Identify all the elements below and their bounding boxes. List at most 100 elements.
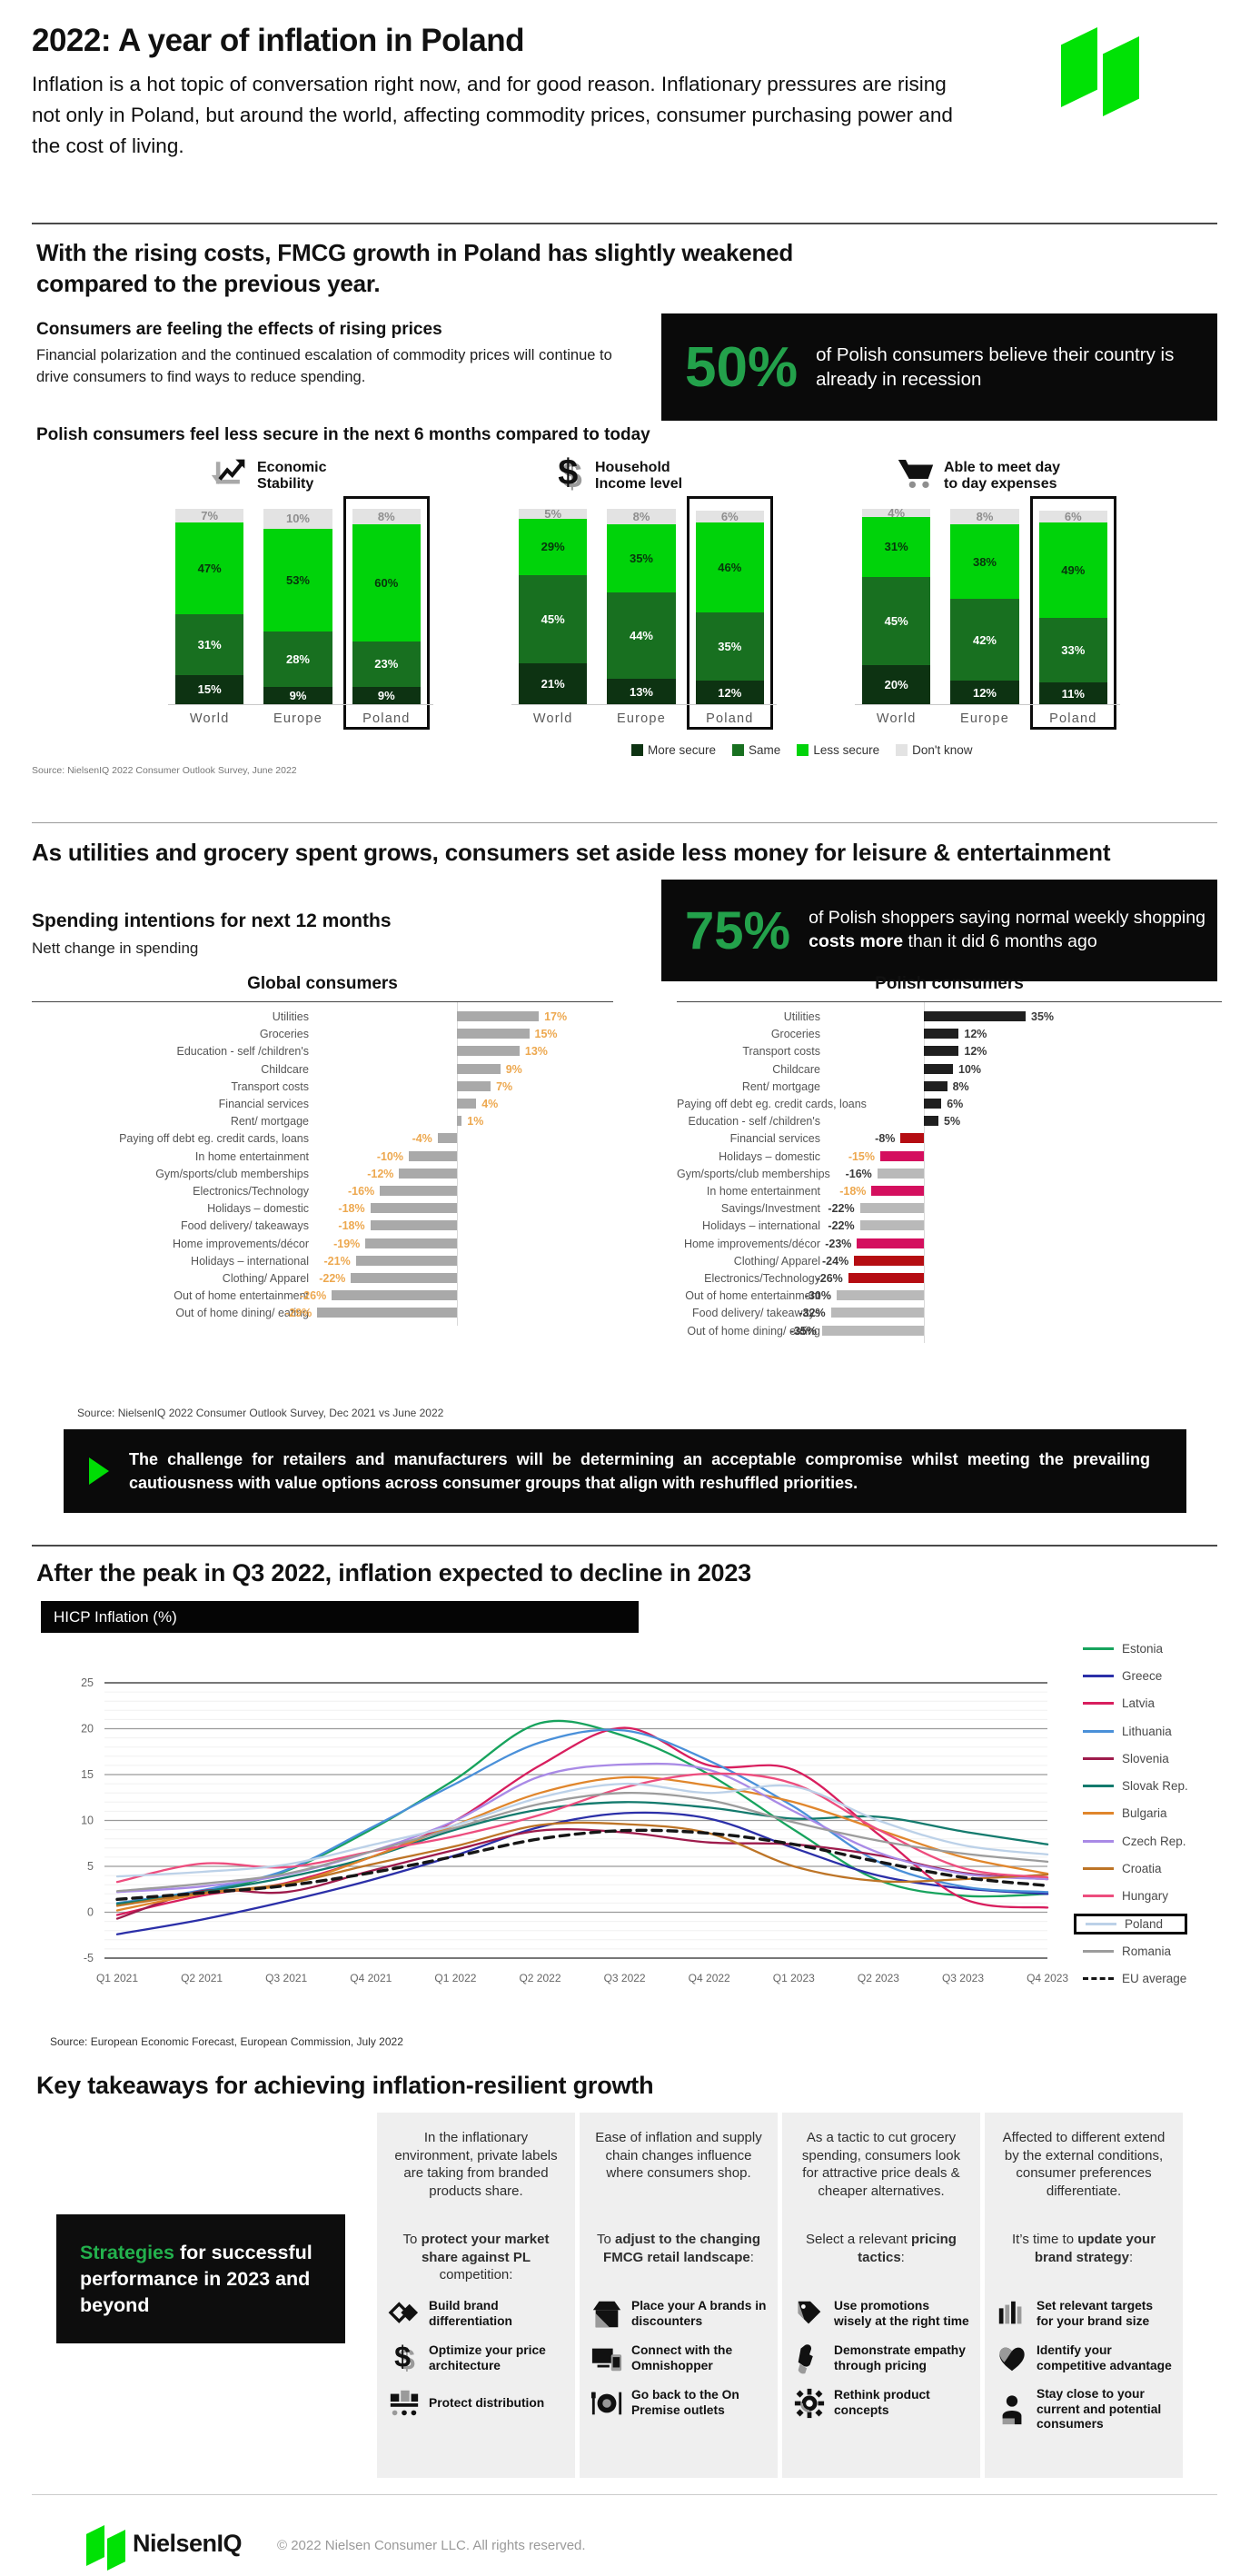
legend-swatch <box>732 744 745 756</box>
bar <box>924 1011 1026 1021</box>
takeaway-item: Build brand differentiation <box>388 2298 564 2331</box>
legend-swatch <box>1083 1839 1114 1843</box>
segment-value: 12% <box>718 685 742 700</box>
bar-segment: 35% <box>607 524 676 593</box>
x-tick-label: Q4 2021 <box>350 1972 392 1984</box>
bar-row: Transport costs 7% <box>32 1078 613 1095</box>
value-label: 1% <box>467 1115 484 1129</box>
stacked-bar: 9% 23% 60% 8% <box>352 509 421 704</box>
bar <box>859 1203 924 1214</box>
value-label: 6% <box>947 1098 964 1110</box>
value-label: 4% <box>481 1098 499 1110</box>
bar <box>900 1133 924 1144</box>
series-line-slovenia <box>115 1828 1049 1920</box>
bar-row: Clothing/ Apparel -24% <box>677 1252 1222 1269</box>
baseline <box>168 704 433 705</box>
empathy-pricing-icon <box>793 2342 826 2375</box>
stat-75-box: 75% of Polish shoppers saying normal wee… <box>661 880 1217 981</box>
column-intro: In the inflationary environment, private… <box>394 2130 558 2199</box>
series-line-slovak-rep- <box>115 1801 1049 1905</box>
category-label: Clothing/ Apparel <box>222 1272 309 1285</box>
column-items: Place your A brands in discounters Connec… <box>590 2298 767 2420</box>
svg-text:$: $ <box>558 454 578 492</box>
bar-row: Clothing/ Apparel -22% <box>32 1269 613 1287</box>
y-tick-label: 20 <box>81 1723 94 1736</box>
legend-swatch <box>1083 1729 1114 1733</box>
bar-row: Transport costs 12% <box>677 1042 1222 1059</box>
stacked-bar: 11% 33% 49% 6% <box>1038 509 1107 704</box>
category-label: Financial services <box>729 1132 820 1146</box>
x-tick-label: Q3 2022 <box>604 1972 646 1984</box>
panel-header: Able to meet day to day expenses <box>897 453 1127 500</box>
lead-title: Consumers are feeling the effects of ris… <box>36 320 442 339</box>
category-label: Childcare <box>772 1062 820 1076</box>
category-label: Paying off debt eg. credit cards, loans <box>677 1098 867 1110</box>
bar-row: In home entertainment -10% <box>32 1148 613 1165</box>
bar-column: 20% 45% 31% 4% World <box>862 505 931 726</box>
poland-highlight-box <box>342 496 430 730</box>
dollar-icon: $ $ <box>553 452 586 499</box>
nielseniq-footer-logo-mark-right <box>107 2530 125 2571</box>
bar-segment: 38% <box>950 524 1019 599</box>
legend-item: Bulgaria <box>1083 1800 1188 1827</box>
segment-value: 44% <box>629 629 653 643</box>
bar-column: 9% 23% 60% 8% Poland <box>342 496 430 730</box>
bar-segment: 45% <box>519 575 588 663</box>
takeaway-item: Use promotions wisely at the right time <box>793 2298 969 2331</box>
section-fmcg-heading: With the rising costs, FMCG growth in Po… <box>36 239 794 297</box>
value-label: -29% <box>285 1307 312 1320</box>
stacked-bar: 21% 45% 29% 5% <box>519 508 588 704</box>
segment-value: 9% <box>377 688 395 702</box>
spending-subnote: Nett change in spending <box>32 940 199 957</box>
takeaway-item-label: Place your A brands in discounters <box>631 2299 767 2328</box>
value-label: -18% <box>839 1185 867 1198</box>
segment-value: 4% <box>888 505 906 520</box>
legend-item: Czech Rep. <box>1083 1827 1188 1855</box>
bar-column: 15% 31% 47% 7% World <box>175 509 244 726</box>
category-label: In home entertainment <box>194 1149 309 1163</box>
cart-icon <box>897 457 935 495</box>
column-lead: To protect your market share against PL … <box>402 2232 550 2283</box>
bar <box>351 1273 457 1283</box>
legend-item: Less secure <box>797 743 879 757</box>
bar-row: Rent/ mortgage 1% <box>32 1112 613 1129</box>
legend-label: More secure <box>648 743 717 757</box>
country-label: Europe <box>273 711 322 726</box>
category-label: Home improvements/décor <box>683 1237 820 1250</box>
bar-segment: 49% <box>1038 522 1107 619</box>
legend-item: Slovenia <box>1083 1745 1188 1772</box>
legend-label: Don't know <box>912 743 973 757</box>
category-label: Education - self /children's <box>688 1115 820 1129</box>
bar-column: 21% 45% 29% 5% World <box>519 508 588 726</box>
legend-swatch <box>1083 1756 1114 1760</box>
bar-segment: 8% <box>607 509 676 525</box>
segment-value: 6% <box>720 510 739 524</box>
takeaway-item: Stay close to your current and potential… <box>996 2387 1172 2432</box>
bar <box>871 1186 924 1196</box>
legend-swatch <box>1083 1949 1114 1953</box>
bar-row: Utilities 17% <box>32 1008 613 1025</box>
bar <box>924 1063 953 1074</box>
panel-title: Able to meet day to day expenses <box>944 460 1061 492</box>
bar <box>399 1168 457 1179</box>
promotions-icon <box>793 2298 826 2331</box>
column-items: Build brand differentiation $ $ Optimize yo… <box>388 2298 564 2420</box>
category-label: Food delivery/ takeaways <box>180 1219 309 1233</box>
bar-segment: 15% <box>175 674 244 704</box>
bar <box>857 1238 924 1248</box>
category-label: Paying off debt eg. credit cards, loans <box>119 1132 309 1146</box>
bar-row: Home improvements/décor -23% <box>677 1235 1222 1252</box>
value-label: 15% <box>534 1028 558 1041</box>
bar-row: Home improvements/décor -19% <box>32 1235 613 1252</box>
country-label: Europe <box>617 711 666 726</box>
segment-value: 45% <box>884 614 908 629</box>
value-label: 17% <box>544 1010 568 1023</box>
bar-row: Holidays – domestic -18% <box>32 1199 613 1217</box>
category-label: Transport costs <box>231 1079 309 1093</box>
segment-value: 45% <box>541 612 565 626</box>
bar <box>877 1168 924 1179</box>
brand-differentiation-icon <box>388 2298 421 2331</box>
on-premise-icon <box>590 2387 623 2420</box>
bar <box>370 1220 457 1231</box>
security-chart-source: Source: NielsenIQ 2022 Consumer Outlook … <box>32 765 297 776</box>
